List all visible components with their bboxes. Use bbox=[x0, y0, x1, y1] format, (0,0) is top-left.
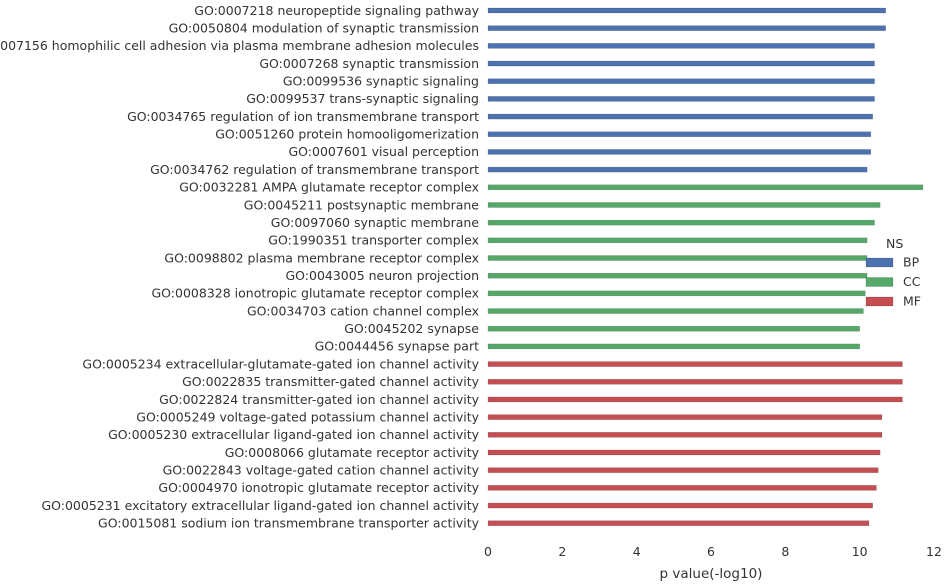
category-label: GO:0032281 AMPA glutamate receptor compl… bbox=[179, 180, 479, 195]
bar bbox=[487, 449, 881, 456]
bar bbox=[487, 202, 881, 208]
category-label: GO:0034703 cation channel complex bbox=[247, 303, 479, 318]
bar bbox=[487, 113, 873, 120]
bars-layer bbox=[487, 7, 924, 526]
category-label: GO:0005234 extracellular-glutamate-gated… bbox=[82, 356, 479, 371]
category-label: GO:0097060 synaptic membrane bbox=[271, 215, 480, 230]
category-label: GO:0034765 regulation of ion transmembra… bbox=[127, 109, 479, 124]
bar bbox=[487, 43, 875, 49]
bar bbox=[487, 184, 924, 191]
bar bbox=[487, 131, 872, 138]
category-label: GO:0050804 modulation of synaptic transm… bbox=[169, 20, 479, 35]
category-label: GO:0004970 ionotropic glutamate receptor… bbox=[158, 480, 479, 495]
category-label: GO:0051260 protein homooligomerization bbox=[215, 127, 479, 142]
category-label: GO:0007601 visual perception bbox=[288, 144, 479, 159]
bar bbox=[487, 467, 879, 473]
category-label: GO:0008066 glutamate receptor activity bbox=[225, 445, 480, 460]
category-label: GO:0007268 synaptic transmission bbox=[259, 56, 479, 71]
category-label: GO:0008328 ionotropic glutamate receptor… bbox=[152, 286, 480, 301]
x-tick-label: 8 bbox=[781, 544, 789, 559]
x-tick-label: 6 bbox=[707, 544, 715, 559]
category-label: GO:0007218 neuropeptide signaling pathwa… bbox=[194, 3, 479, 18]
legend-swatch bbox=[865, 296, 894, 307]
bar bbox=[487, 166, 868, 173]
category-label: GO:0022835 transmitter-gated channel act… bbox=[182, 374, 479, 389]
bar bbox=[487, 7, 886, 14]
bar bbox=[487, 272, 868, 279]
bar bbox=[487, 78, 875, 84]
category-label: GO:0005231 excitatory extracellular liga… bbox=[41, 498, 479, 513]
category-label: GO:0022843 voltage-gated cation channel … bbox=[163, 462, 480, 477]
legend-title: NS bbox=[886, 236, 903, 251]
x-axis-label: p value(-log10) bbox=[660, 566, 763, 582]
bar bbox=[487, 255, 868, 261]
bar bbox=[487, 60, 875, 67]
category-label: GO:0045211 postsynaptic membrane bbox=[244, 197, 480, 212]
x-axis: 0 2 4 6 8 10 12 bbox=[484, 544, 942, 559]
category-label: GO:0045202 synapse bbox=[344, 321, 479, 336]
category-label: GO:0007156 homophilic cell adhesion via … bbox=[0, 38, 479, 53]
category-label: GO:0099537 trans-synaptic signaling bbox=[246, 91, 479, 106]
category-label: GO:0005230 extracellular ligand-gated io… bbox=[108, 427, 480, 442]
bar bbox=[487, 379, 903, 385]
category-label: GO:0034762 regulation of transmembrane t… bbox=[150, 162, 479, 177]
bar bbox=[487, 361, 903, 367]
x-tick-label: 2 bbox=[558, 544, 566, 559]
bar bbox=[487, 325, 860, 332]
category-labels: GO:0007218 neuropeptide signaling pathwa… bbox=[0, 3, 480, 531]
legend-swatch bbox=[865, 277, 894, 287]
bar bbox=[487, 149, 872, 155]
bar bbox=[487, 520, 870, 526]
bar bbox=[487, 308, 864, 314]
legend-entry-label: BP bbox=[903, 255, 920, 270]
bar bbox=[487, 343, 860, 350]
bar bbox=[487, 237, 868, 244]
legend-swatch bbox=[865, 257, 894, 268]
category-label: GO:0099536 synaptic signaling bbox=[283, 74, 479, 89]
x-tick-label: 10 bbox=[852, 544, 868, 559]
legend-entry-label: CC bbox=[903, 274, 921, 289]
category-label: GO:1990351 transporter complex bbox=[268, 233, 479, 248]
x-tick-label: 12 bbox=[926, 544, 942, 559]
legend-entry-label: MF bbox=[903, 294, 921, 309]
category-label: GO:0043005 neuron projection bbox=[285, 268, 479, 283]
bar bbox=[487, 219, 875, 226]
bar bbox=[487, 502, 873, 509]
bar bbox=[487, 396, 903, 403]
category-label: GO:0005249 voltage-gated potassium chann… bbox=[136, 409, 479, 424]
bar bbox=[487, 432, 883, 438]
bar bbox=[487, 290, 866, 297]
category-label: GO:0098802 plasma membrane receptor comp… bbox=[164, 250, 479, 265]
category-label: GO:0022824 transmitter-gated ion channel… bbox=[159, 392, 480, 407]
bar bbox=[487, 485, 877, 491]
bar bbox=[487, 414, 883, 420]
x-tick-label: 0 bbox=[484, 544, 492, 559]
bar bbox=[487, 96, 875, 102]
category-label: GO:0015081 sodium ion transmembrane tran… bbox=[98, 516, 480, 531]
category-label: GO:0044456 synapse part bbox=[315, 339, 479, 354]
x-tick-label: 4 bbox=[633, 544, 641, 559]
bar bbox=[487, 25, 886, 31]
